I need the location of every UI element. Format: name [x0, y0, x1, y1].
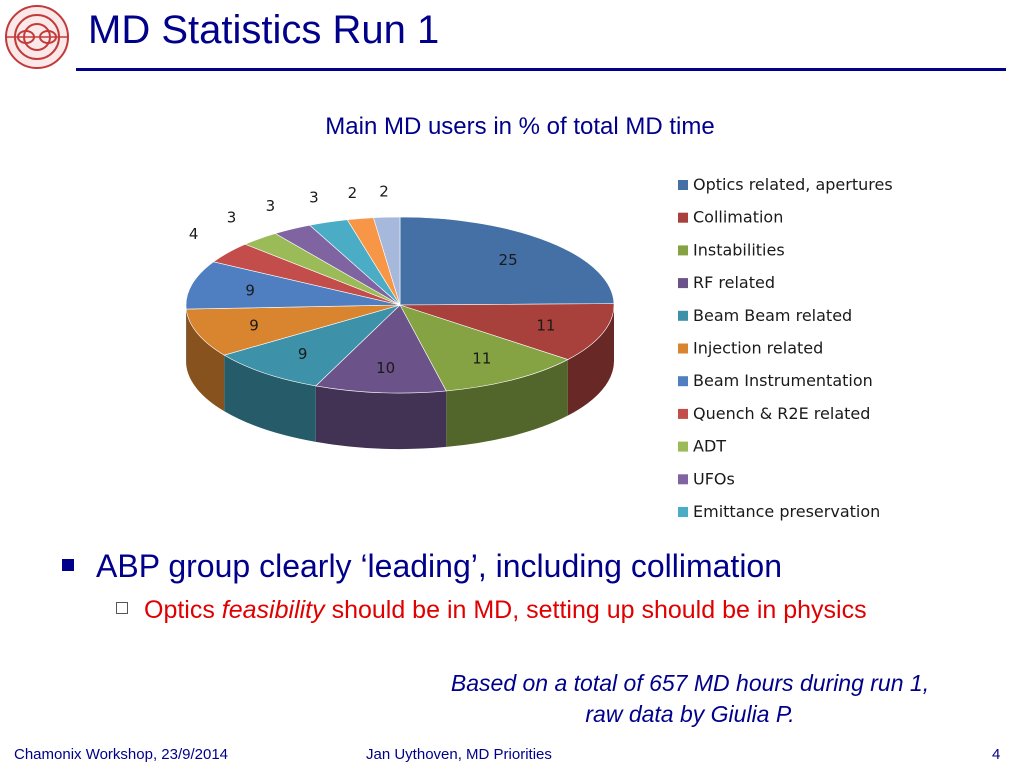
footer-event: Chamonix Workshop, 23/9/2014 [14, 746, 229, 763]
data-label-12: 2 [379, 183, 389, 201]
pie-slice-4 [223, 304, 401, 387]
legend-label-7: Quench & R2E related [693, 404, 870, 423]
bullet2-text-b: feasibility [221, 596, 325, 624]
legend-label-10: Emittance preservation [693, 502, 880, 521]
pie-sides [186, 305, 614, 450]
data-label-9: 3 [266, 197, 276, 215]
pie-slice-0 [399, 216, 615, 306]
pie-slice-5 [185, 304, 401, 356]
pie-labels: 25 11 11 10 9 9 9 4 3 3 3 2 2 [189, 183, 556, 377]
legend-label-8: ADT [693, 437, 726, 456]
legend-swatch-9 [678, 474, 688, 485]
legend-swatch-10 [678, 507, 688, 517]
pie-side-5 [186, 309, 225, 412]
lhc-logo-icon [5, 5, 69, 69]
legend-label-9: UFOs [693, 469, 735, 488]
chart-legend: Optics related, apertures Collimation Inst… [678, 175, 893, 521]
data-label-0: 25 [499, 251, 518, 269]
note-line-1: Based on a total of 657 MD hours during … [450, 670, 930, 696]
page-number: 4 [992, 746, 1001, 763]
title-divider [76, 68, 1006, 71]
data-label-2: 11 [472, 350, 491, 368]
bullet2-text-c: should be in MD, setting up should be in… [324, 596, 867, 624]
pie-side-3 [315, 385, 447, 450]
pie-tops [185, 216, 615, 394]
legend-label-1: Collimation [693, 208, 783, 227]
legend-swatch-4 [678, 310, 688, 321]
legend-swatch-2 [678, 245, 688, 256]
legend-swatch-1 [678, 212, 688, 223]
bullet2-text-a: Optics [144, 596, 222, 624]
legend-swatch-0 [678, 180, 688, 190]
pie-slice-2 [399, 304, 569, 392]
data-label-3: 10 [376, 359, 395, 377]
bullet-abp-leading: ABP group clearly ‘leading’, including c… [62, 548, 782, 585]
legend-swatch-5 [678, 343, 688, 354]
legend-label-3: RF related [693, 273, 775, 292]
slide-title: MD Statistics Run 1 [88, 8, 440, 52]
data-label-11: 2 [348, 184, 358, 202]
legend-label-0: Optics related, apertures [693, 175, 893, 194]
data-label-6: 9 [245, 281, 255, 299]
pie-slice-3 [315, 304, 447, 394]
legend-swatch-7 [678, 408, 688, 419]
data-label-4: 9 [298, 345, 308, 363]
pie-slice-6 [185, 261, 401, 310]
pie-side-4 [224, 355, 316, 442]
legend-swatch-3 [678, 278, 688, 289]
bullet-square-icon [62, 558, 74, 571]
legend-swatch-6 [678, 376, 688, 387]
legend-swatch-8 [678, 441, 688, 452]
pie-slice-12 [373, 216, 401, 306]
data-label-8: 3 [227, 208, 237, 226]
bullet-optics-feasibility: Optics feasibility should be in MD, sett… [116, 596, 867, 625]
legend-label-5: Injection related [693, 339, 823, 358]
pie-side-1 [567, 305, 614, 416]
legend-label-2: Instabilities [693, 240, 785, 259]
pie-slice-1 [399, 303, 615, 360]
bullet1-text: ABP group clearly ‘leading’, including c… [96, 548, 783, 584]
data-label-7: 4 [189, 225, 199, 243]
data-label-10: 3 [309, 189, 319, 207]
legend-label-4: Beam Beam related [693, 306, 852, 325]
data-source-note: Based on a total of 657 MD hours during … [420, 668, 960, 730]
legend-label-6: Beam Instrumentation [693, 371, 873, 390]
data-label-1: 11 [536, 316, 555, 334]
bullet-box-icon [116, 602, 128, 615]
data-label-5: 9 [249, 316, 259, 334]
pie-side-2 [446, 359, 568, 447]
note-line-2: raw data by Giulia P. [585, 701, 795, 728]
footer-author: Jan Uythoven, MD Priorities [366, 746, 552, 763]
chart-title: Main MD users in % of total MD time [325, 113, 714, 140]
